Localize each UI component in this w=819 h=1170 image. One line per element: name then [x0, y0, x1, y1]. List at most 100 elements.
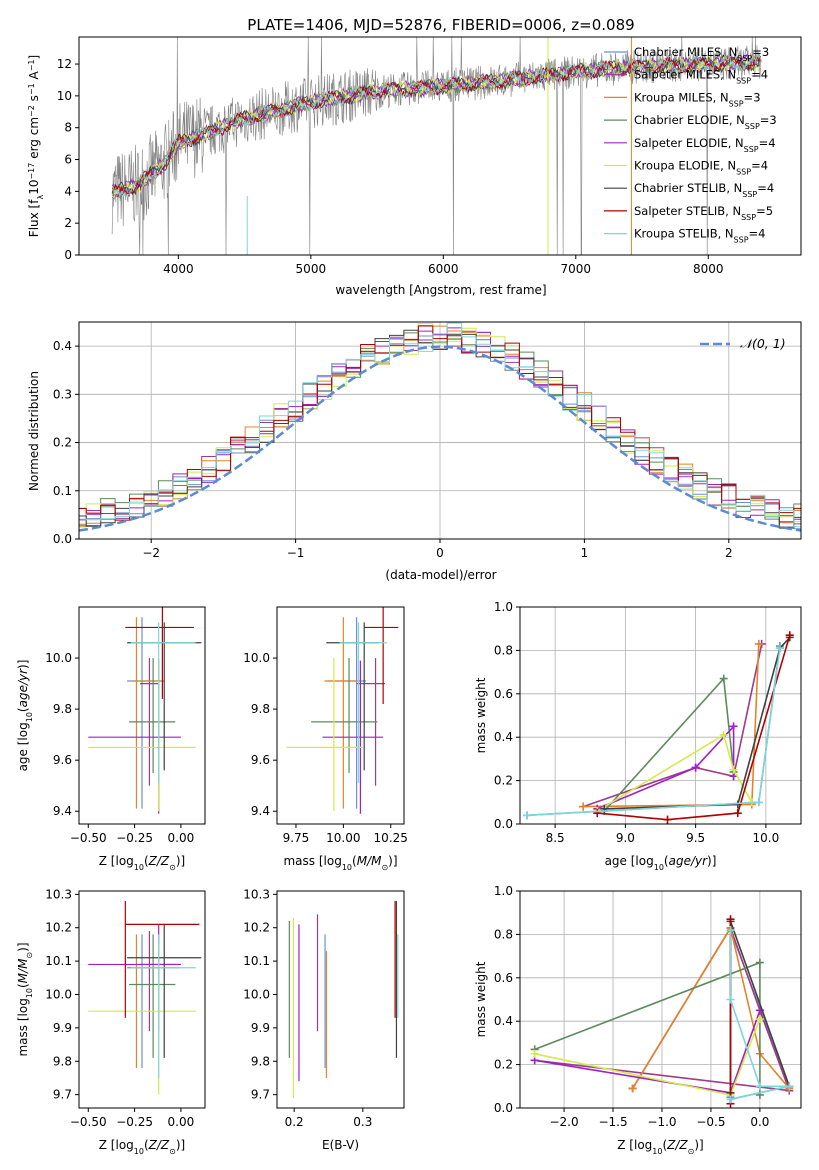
x-tick-label: 4000	[163, 262, 194, 276]
mass_vs_Z-axes: −0.50 −0.25 0.00 9.7 9.8 9.9 10.0 10.1 10.2 10.3	[45, 887, 194, 1129]
weight-line	[534, 961, 761, 1095]
x-tick-label: −1.0	[647, 1115, 676, 1129]
weight-line	[583, 643, 760, 808]
age_vs_mass-axes: 9.75 10.00 10.25 9.4 9.6 9.8 10.0	[243, 651, 408, 845]
histogram-line	[79, 329, 801, 528]
legend-nssp: 4	[767, 181, 774, 195]
x-axis-label: wavelength [Angstrom, rest frame]	[335, 283, 546, 297]
weight-marker	[726, 926, 735, 935]
x-tick-label: 0.0	[750, 1115, 769, 1129]
mass_vs_ebv-frame	[276, 890, 405, 1109]
residuals-axes: −2 −1 0 1 2 0.0 0.1 0.2 0.3 0.4	[53, 322, 801, 560]
legend-series-name: Salpeter MILES	[634, 68, 720, 82]
legend-series-name: Kroupa MILES	[634, 90, 713, 104]
x-tick-label: 10.25	[374, 831, 408, 845]
weight_vs_Z-frame	[519, 890, 802, 1109]
spectrum-axes: 4000 5000 6000 7000 8000 0 2 4 6 8 10 12	[57, 57, 724, 276]
y-tick-label: 0	[64, 248, 72, 262]
histogram-line	[79, 325, 801, 521]
histogram-line	[79, 322, 801, 528]
y-tick-label: 10.3	[243, 887, 270, 901]
x-tick-label: 6000	[428, 262, 459, 276]
histogram-line	[79, 332, 801, 529]
spectrum-frame	[78, 36, 802, 256]
x-tick-label: 2	[725, 546, 733, 560]
normal-curve-line	[79, 345, 801, 532]
legend-label: Chabrier STELIB, NSSP=4	[634, 181, 774, 199]
x-tick-label: −1	[287, 546, 305, 560]
y-tick-label: 2	[64, 216, 72, 230]
y-tick-label: 0.4	[53, 339, 72, 353]
legend-label: Kroupa ELODIE, NSSP=4	[634, 159, 768, 177]
weight-marker	[691, 763, 700, 772]
y-axis-label: age [log10(age/yr)]	[16, 660, 34, 772]
model-spectrum-line	[111, 53, 761, 200]
x-tick-label: 10.0	[753, 831, 780, 845]
y-tick-label: 10.1	[243, 954, 270, 968]
x-tick-label: 0.2	[285, 1115, 304, 1129]
x-tick-label: 9.75	[283, 831, 310, 845]
legend-nssp: 5	[766, 204, 773, 218]
legend-label: Salpeter ELODIE, NSSP=4	[634, 136, 776, 154]
histogram-line	[79, 327, 801, 523]
x-tick-label: 8000	[693, 262, 724, 276]
y-tick-label: 9.4	[53, 804, 72, 818]
y-axis-label: Normed distribution	[27, 371, 41, 491]
y-tick-label: 9.8	[251, 1054, 270, 1068]
y-tick-label: 0.0	[53, 532, 72, 546]
x-tick-label: 10.00	[326, 831, 360, 845]
y-tick-label: 10.1	[45, 954, 72, 968]
x-axis-label: E(B-V)	[322, 1138, 359, 1152]
y-tick-label: 9.9	[251, 1021, 270, 1035]
x-axis-label: Z [log10(Z/Z⊙)]	[617, 1138, 703, 1156]
y-tick-label: 10	[57, 89, 72, 103]
x-axis-label: age [log10(age/yr)]	[605, 854, 717, 872]
y-axis-label: mass weight	[474, 961, 488, 1037]
y-tick-label: 6	[64, 153, 72, 167]
y-tick-label: 10.2	[243, 921, 270, 935]
x-axis-label: mass [log10(M/M⊙)]	[283, 854, 397, 872]
weight-marker	[755, 1015, 764, 1024]
x-tick-label: 0	[436, 546, 444, 560]
x-axis-label: Z [log10(Z/Z⊙)]	[99, 854, 185, 872]
legend-label: Chabrier ELODIE, NSSP=3	[634, 113, 777, 131]
legend-series-name: Kroupa ELODIE	[634, 159, 720, 173]
y-tick-label: 0.2	[494, 774, 513, 788]
y-tick-label: 1.0	[494, 884, 513, 898]
legend-series-name: Chabrier MILES	[634, 45, 721, 59]
weight-marker	[726, 995, 735, 1004]
legend-nssp: 4	[761, 68, 768, 82]
y-tick-label: 0.0	[494, 817, 513, 831]
y-tick-label: 4	[64, 184, 72, 198]
y-tick-label: 9.8	[53, 1054, 72, 1068]
legend-nssp: 4	[768, 136, 775, 150]
y-tick-label: 0.4	[494, 1014, 513, 1028]
x-tick-label: −0.25	[116, 1115, 153, 1129]
weight-line	[603, 676, 735, 812]
age_vs_Z-frame	[78, 606, 206, 825]
x-tick-label: 7000	[561, 262, 592, 276]
weight-marker	[754, 798, 763, 807]
legend-label: Kroupa MILES, NSSP=3	[634, 90, 761, 108]
y-tick-label: 9.6	[251, 753, 270, 767]
legend-nssp: 4	[761, 159, 768, 173]
x-tick-label: 0.3	[353, 1115, 372, 1129]
weight-marker	[579, 802, 588, 811]
legend-series-name: Chabrier ELODIE	[634, 113, 729, 127]
legend-series-name: Chabrier STELIB	[634, 181, 726, 195]
y-tick-label: 9.8	[53, 702, 72, 716]
weight-marker	[719, 674, 728, 683]
y-tick-label: 8	[64, 121, 72, 135]
weight-marker	[729, 765, 738, 774]
x-tick-label: 5000	[296, 262, 327, 276]
legend-label: Salpeter MILES, NSSP=4	[634, 68, 768, 86]
weight-marker	[775, 644, 784, 653]
y-tick-label: 0.6	[494, 687, 513, 701]
weight-marker	[754, 639, 763, 648]
weight-marker	[755, 1082, 764, 1091]
legend-nssp: 3	[753, 90, 760, 104]
x-tick-label: 9.5	[686, 831, 705, 845]
age_vs_mass-frame	[276, 606, 405, 825]
x-axis-label: Z [log10(Z/Z⊙)]	[99, 1138, 185, 1156]
